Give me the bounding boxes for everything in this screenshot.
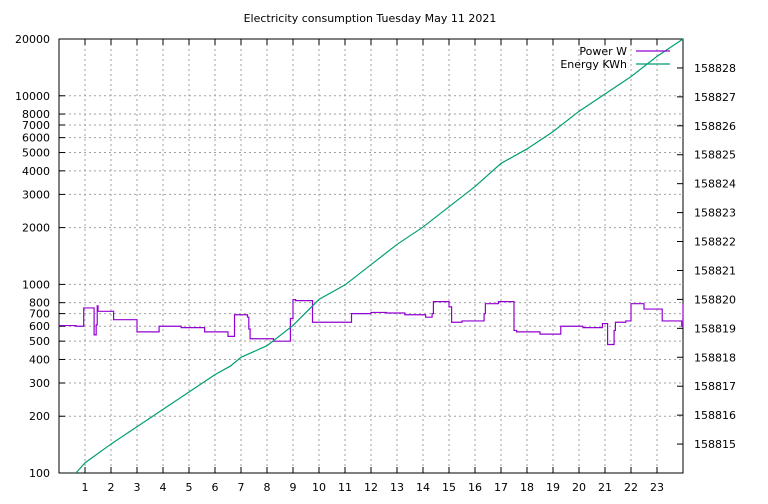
y2-tick-label: 158819 [694,322,736,335]
y2-tick-label: 158815 [694,438,736,451]
x-tick-label: 3 [134,481,141,494]
x-tick-label: 2 [108,481,115,494]
legend-label-power: Power W [579,45,627,58]
y-tick-label: 10000 [15,90,50,103]
y-tick-label: 2000 [22,222,50,235]
y-tick-label: 5000 [22,147,50,160]
y2-tick-label: 158820 [694,293,736,306]
y-tick-label: 20000 [15,33,50,46]
y-tick-label: 8000 [22,108,50,121]
x-tick-label: 11 [338,481,352,494]
x-tick-label: 22 [624,481,638,494]
y2-tick-label: 158824 [694,178,736,191]
x-tick-label: 16 [468,481,482,494]
chart-title: Electricity consumption Tuesday May 11 2… [244,12,497,25]
y-tick-label: 100 [29,467,50,480]
x-tick-label: 14 [416,481,430,494]
x-tick-label: 21 [598,481,612,494]
x-tick-label: 4 [160,481,167,494]
y2-tick-label: 158823 [694,207,736,220]
x-tick-label: 20 [572,481,586,494]
plot-border [58,38,684,474]
y2-tick-label: 158816 [694,409,736,422]
x-tick-label: 18 [520,481,534,494]
x-tick-label: 9 [290,481,297,494]
y-tick-label: 700 [29,308,50,321]
y2-tick-label: 158821 [694,264,736,277]
y-tick-label: 1000 [22,278,50,291]
y-tick-label: 3000 [22,188,50,201]
y2-tick-label: 158826 [694,120,736,133]
y-tick-label: 800 [29,297,50,310]
y2-tick-label: 158827 [694,91,736,104]
y-tick-label: 6000 [22,132,50,145]
x-tick-label: 5 [186,481,193,494]
y2-tick-label: 158817 [694,380,736,393]
y2-tick-label: 158825 [694,149,736,162]
grid [59,39,683,473]
x-tick-label: 7 [238,481,245,494]
legend-label-energy: Energy KWh [560,58,627,71]
x-tick-label: 19 [546,481,560,494]
energy-line [75,38,684,474]
x-tick-label: 8 [264,481,271,494]
y-tick-label: 500 [29,335,50,348]
x-tick-label: 10 [312,481,326,494]
x-tick-label: 13 [390,481,404,494]
y-tick-label: 4000 [22,165,50,178]
legend: Power W Energy KWh [560,45,670,71]
y-tick-label: 200 [29,410,50,423]
y2-tick-label: 158828 [694,62,736,75]
x-tick-label: 15 [442,481,456,494]
x-tick-label: 1 [82,481,89,494]
x-tick-label: 17 [494,481,508,494]
x-tick-label: 6 [212,481,219,494]
power-line [59,299,684,346]
y-tick-label: 300 [29,377,50,390]
series-group [59,38,684,474]
y-tick-label: 600 [29,320,50,333]
y-tick-label: 400 [29,353,50,366]
y-tick-label: 7000 [22,119,50,132]
x-tick-label: 23 [650,481,664,494]
x-tick-label: 12 [364,481,378,494]
y2-tick-label: 158822 [694,236,736,249]
axes: 1 2 3 4 5 6 7 8 9 10 11 12 13 14 15 16 17 18 19 20 21 22 23100… [15,33,736,494]
y2-tick-label: 158818 [694,351,736,364]
